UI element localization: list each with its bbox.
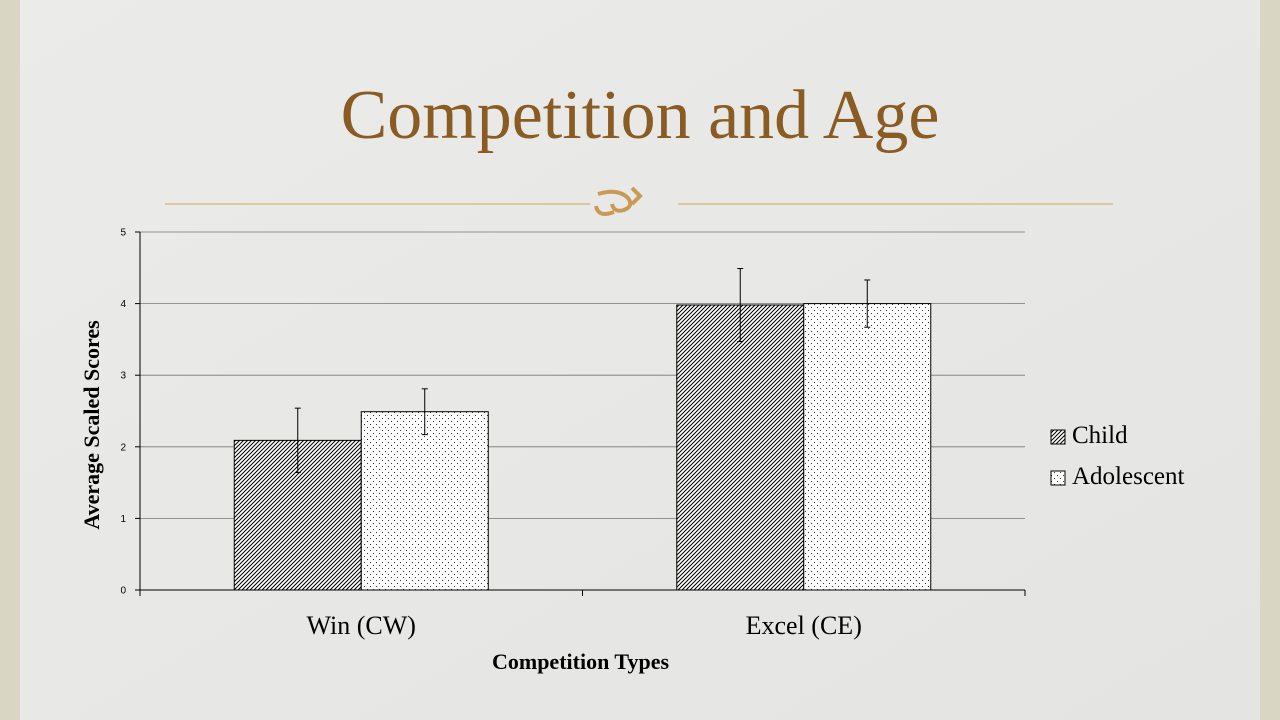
bar <box>803 303 932 591</box>
legend-label: Adolescent <box>1072 463 1185 490</box>
x-tick-label: Win (CW) <box>307 611 416 640</box>
y-tick-label: 3 <box>120 371 126 382</box>
x-axis-title: Competition Types <box>492 649 669 674</box>
legend-label: Child <box>1072 422 1128 449</box>
background <box>20 0 1260 720</box>
y-tick-label: 5 <box>120 228 126 239</box>
ornament <box>594 186 643 216</box>
x-tick-label: Excel (CE) <box>746 611 862 640</box>
bar <box>360 411 489 591</box>
y-tick-label: 0 <box>120 586 126 597</box>
bar <box>676 304 805 591</box>
legend-swatch <box>1050 429 1066 445</box>
y-tick-label: 1 <box>120 514 126 525</box>
legend-swatch <box>1050 470 1066 486</box>
y-tick-label: 2 <box>120 442 126 453</box>
y-axis-title: Average Scaled Scores <box>79 320 104 530</box>
chart-title: Competition and Age <box>341 77 940 154</box>
y-tick-label: 4 <box>120 299 126 310</box>
